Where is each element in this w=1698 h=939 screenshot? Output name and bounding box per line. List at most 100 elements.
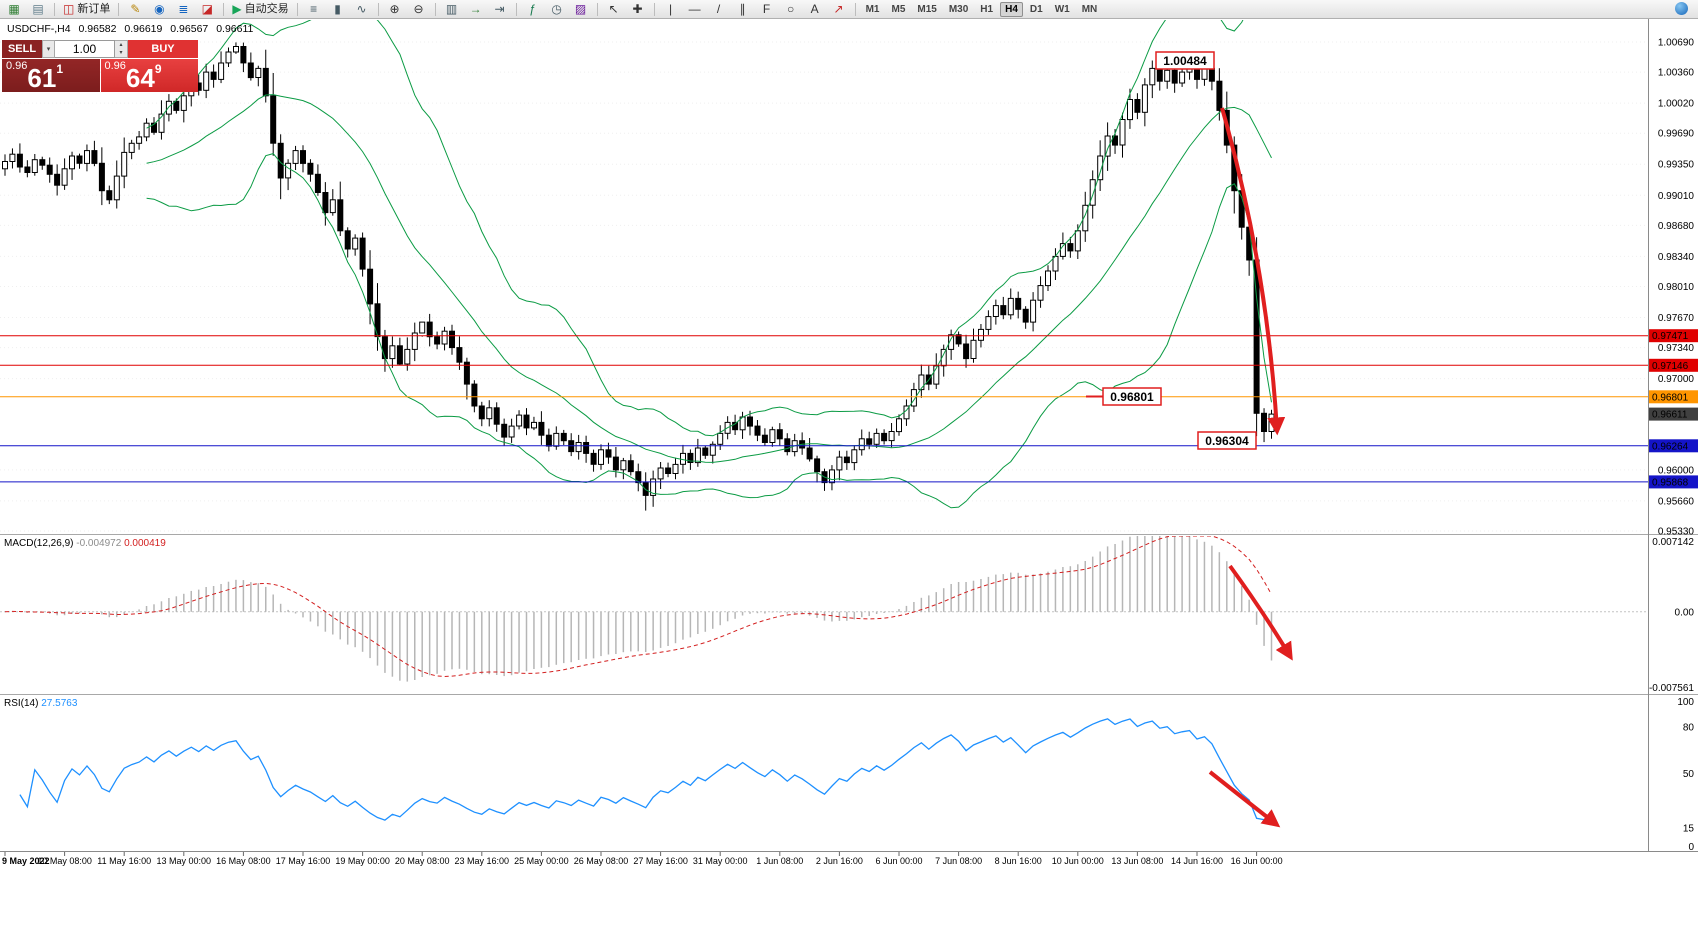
time-label: 25 May 00:00 bbox=[514, 856, 569, 866]
buy-button[interactable]: BUY bbox=[128, 40, 198, 58]
chevron-down-icon[interactable]: ▾ bbox=[42, 40, 55, 58]
tf-mn[interactable]: MN bbox=[1081, 3, 1098, 15]
autotrading-button-label: 自动交易 bbox=[244, 3, 289, 15]
crosshair-icon[interactable]: ✚ bbox=[627, 0, 649, 18]
templates-icon: ▨ bbox=[574, 2, 587, 16]
alerts-icon[interactable]: ◪ bbox=[196, 0, 218, 18]
tf-m30[interactable]: M30 bbox=[948, 3, 969, 15]
time-label: 17 May 16:00 bbox=[276, 856, 331, 866]
volume-input[interactable] bbox=[55, 40, 115, 58]
rsi-down-arrow[interactable] bbox=[1208, 770, 1281, 828]
rsi-scale-tick: 50 bbox=[1683, 769, 1695, 780]
tf-m5[interactable]: M5 bbox=[891, 3, 906, 15]
tf-d1[interactable]: D1 bbox=[1029, 3, 1043, 15]
market-watch-icon: ≣ bbox=[178, 2, 189, 16]
svg-text:0.96304: 0.96304 bbox=[1205, 434, 1249, 448]
buy-price-display[interactable]: 0.96649 bbox=[100, 59, 198, 93]
metaeditor-icon: ✎ bbox=[130, 2, 141, 16]
price-tick: 0.97340 bbox=[1658, 343, 1695, 354]
auto-scroll-icon[interactable]: → bbox=[465, 0, 487, 18]
time-label: 20 May 08:00 bbox=[395, 856, 450, 866]
tf-m1[interactable]: M1 bbox=[865, 3, 880, 15]
market-watch-icon[interactable]: ≣ bbox=[172, 0, 194, 18]
autotrading-button[interactable]: ▶ 自动交易 bbox=[229, 0, 291, 18]
bar-chart-icon: ≡ bbox=[310, 2, 318, 16]
time-label: 10 May 08:00 bbox=[37, 856, 92, 866]
macd-label: MACD(12,26,9) -0.004972 0.000419 bbox=[4, 538, 166, 549]
tf-m15[interactable]: M15 bbox=[917, 3, 937, 15]
price-tick: 0.99010 bbox=[1658, 191, 1695, 202]
arrows-icon[interactable]: ↗ bbox=[828, 0, 850, 18]
crosshair-icon: ✚ bbox=[632, 2, 643, 16]
low-callout[interactable] bbox=[1197, 431, 1257, 450]
cursor-icon[interactable]: ↖ bbox=[603, 0, 625, 18]
macd-down-arrow[interactable] bbox=[1228, 564, 1293, 661]
zoom-in-icon: ⊕ bbox=[389, 2, 400, 16]
indicators-icon[interactable]: ƒ bbox=[522, 0, 544, 18]
symbol-name: USDCHF-,H4 bbox=[7, 23, 71, 35]
time-label: 26 May 08:00 bbox=[574, 856, 629, 866]
time-label: 31 May 00:00 bbox=[693, 856, 748, 866]
tf-h4[interactable]: H4 bbox=[1000, 1, 1023, 17]
time-label: 10 Jun 00:00 bbox=[1052, 856, 1104, 866]
buy-price-pip: 9 bbox=[154, 62, 162, 76]
tf-w1[interactable]: W1 bbox=[1054, 3, 1070, 15]
svg-text:0.95868: 0.95868 bbox=[1652, 477, 1689, 488]
main-down-arrow[interactable] bbox=[1220, 107, 1286, 436]
auto-scroll-icon: → bbox=[469, 2, 482, 16]
buy-price-main: 64 bbox=[125, 63, 155, 93]
price-badge-0.97471 bbox=[1649, 329, 1698, 343]
profiles-icon: ▤ bbox=[32, 2, 44, 16]
metaeditor-icon[interactable]: ✎ bbox=[124, 0, 146, 18]
toolbar-separator bbox=[434, 2, 436, 16]
peak-callout[interactable] bbox=[1155, 51, 1215, 70]
zoom-in-icon[interactable]: ⊕ bbox=[384, 0, 406, 18]
tile-windows-icon[interactable]: ▥ bbox=[441, 0, 463, 18]
community-icon[interactable] bbox=[1675, 2, 1688, 15]
candlestick-icon[interactable]: ▮ bbox=[327, 0, 349, 18]
text-icon: A bbox=[810, 2, 819, 16]
volume-down-icon[interactable]: ▾ bbox=[119, 50, 123, 56]
volume-stepper[interactable]: ▴ ▾ bbox=[115, 40, 128, 58]
bar-chart-icon[interactable]: ≡ bbox=[303, 0, 325, 18]
price-tick: 0.99690 bbox=[1658, 129, 1695, 140]
zoom-out-icon[interactable]: ⊖ bbox=[408, 0, 430, 18]
chart-shift-icon[interactable]: ⇥ bbox=[489, 0, 511, 18]
shapes-icon[interactable]: ○ bbox=[780, 0, 802, 18]
level-callout[interactable] bbox=[1102, 387, 1162, 406]
fibonacci-icon[interactable]: F bbox=[756, 0, 778, 18]
toolbar-separator bbox=[223, 2, 225, 16]
bollinger-middle bbox=[146, 94, 1272, 463]
periods-icon[interactable]: ◷ bbox=[546, 0, 568, 18]
bollinger-upper bbox=[146, 20, 1244, 437]
templates-icon[interactable]: ▨ bbox=[570, 0, 592, 18]
svg-text:0.96801: 0.96801 bbox=[1652, 392, 1689, 403]
new-chart-icon[interactable]: ▦ bbox=[3, 0, 25, 18]
time-label: 16 May 08:00 bbox=[216, 856, 271, 866]
macd-scale-tick: 0.007142 bbox=[1652, 537, 1694, 548]
macd-scale-tick: 0.00 bbox=[1675, 607, 1695, 618]
volume-up-icon[interactable]: ▴ bbox=[119, 42, 123, 48]
rsi-label: RSI(14) 27.5763 bbox=[4, 698, 78, 709]
horizontal-line-icon[interactable]: ― bbox=[684, 0, 706, 18]
tf-h1[interactable]: H1 bbox=[980, 3, 994, 15]
line-chart-icon[interactable]: ∿ bbox=[351, 0, 373, 18]
navigator-icon: ◉ bbox=[154, 2, 165, 16]
channel-icon[interactable]: ∥ bbox=[732, 0, 754, 18]
navigator-icon[interactable]: ◉ bbox=[148, 0, 170, 18]
price-tick: 0.95330 bbox=[1658, 526, 1695, 537]
sell-button[interactable]: SELL bbox=[2, 40, 42, 58]
toolbar-separator bbox=[596, 2, 598, 16]
candlestick-series bbox=[2, 42, 1275, 511]
sell-price-display[interactable]: 0.96611 bbox=[2, 59, 100, 93]
profiles-icon[interactable]: ▤ bbox=[27, 0, 49, 18]
trendline-icon[interactable]: / bbox=[708, 0, 730, 18]
line-chart-icon: ∿ bbox=[356, 2, 367, 16]
price-tick: 0.97670 bbox=[1658, 313, 1695, 324]
cursor-icon: ↖ bbox=[608, 2, 619, 16]
vertical-line-icon[interactable]: | bbox=[660, 0, 682, 18]
price-badge-0.97146 bbox=[1649, 358, 1698, 372]
text-icon[interactable]: A bbox=[804, 0, 826, 18]
new-order-button[interactable]: ◫ 新订单 bbox=[60, 0, 113, 18]
